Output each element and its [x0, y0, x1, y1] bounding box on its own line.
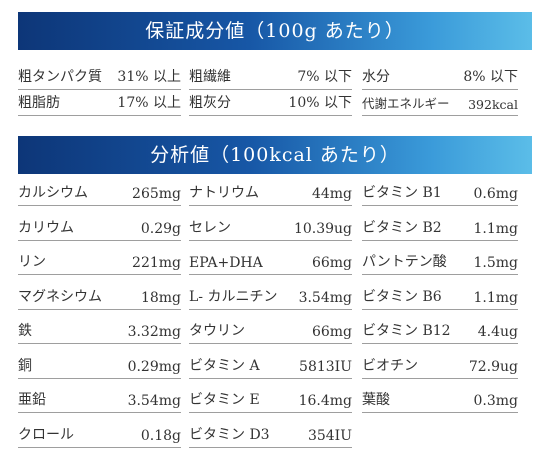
guarantee-cell: 粗タンパク質 31% 以上: [18, 60, 181, 90]
nutrient-label: 粗脂肪: [18, 95, 60, 111]
guarantee-cell: 粗繊維 7% 以下: [189, 60, 352, 90]
nutrient-label: 銅: [18, 357, 32, 374]
nutrient-label: ビタミン B2: [362, 219, 442, 236]
nutrient-label: クロール: [18, 426, 74, 443]
nutrient-label: リン: [18, 254, 46, 270]
nutrient-value: 1.1mg: [473, 220, 518, 237]
nutrient-label: ビタミン B12: [362, 323, 451, 339]
nutrient-value: 0.3mg: [473, 393, 518, 409]
nutrient-label: ビタミン A: [189, 357, 260, 374]
nutrient-label: タウリン: [189, 323, 245, 339]
nutrient-value: 8% 以下: [463, 69, 518, 85]
analysis-cell: セレン 10.39ug: [189, 211, 352, 241]
analysis-cell: ビタミン B1 0.6mg: [362, 176, 518, 206]
analysis-cell: 鉄 3.32mg: [18, 314, 181, 344]
analysis-cell: ビタミン B2 1.1mg: [362, 211, 518, 241]
nutrient-value: 4.4ug: [477, 324, 518, 340]
nutrient-value: 44mg: [311, 186, 352, 202]
analysis-cell: マグネシウム 18mg: [18, 280, 181, 310]
analysis-cell: ビオチン 72.9ug: [362, 349, 518, 379]
nutrient-value: 66mg: [311, 255, 352, 271]
guarantee-header: 保証成分値（100g あたり）: [18, 12, 532, 50]
nutrient-value: 221mg: [132, 255, 181, 271]
nutrient-value: 354IU: [307, 427, 352, 444]
nutrient-label: 代謝エネルギー: [362, 96, 450, 111]
nutrient-value: 1.5mg: [473, 255, 518, 271]
guarantee-cell: 代謝エネルギー 392kcal: [362, 86, 518, 116]
nutrient-value: 7% 以下: [297, 69, 352, 85]
nutrient-label: 亜鉛: [18, 392, 46, 408]
analysis-cell: カルシウム 265mg: [18, 176, 181, 206]
analysis-cell: ビタミン E 16.4mg: [189, 383, 352, 413]
nutrient-label: ビタミン B1: [362, 185, 442, 201]
nutrient-value: 0.6mg: [473, 186, 518, 202]
nutrient-label: ナトリウム: [189, 185, 259, 201]
analysis-cell: 葉酸 0.3mg: [362, 383, 518, 413]
nutrient-label: ビオチン: [362, 357, 418, 374]
nutrient-label: セレン: [189, 219, 231, 236]
guarantee-cell: 粗灰分 10% 以下: [189, 86, 352, 116]
analysis-cell: ビタミン A 5813IU: [189, 349, 352, 379]
nutrient-value: 0.29mg: [127, 358, 181, 375]
nutrient-label: ビタミン B6: [362, 288, 442, 305]
nutrient-value: 392kcal: [468, 97, 518, 112]
nutrient-label: 鉄: [18, 323, 32, 339]
analysis-cell: L- カルニチン 3.54mg: [189, 280, 352, 310]
nutrient-value: 0.18g: [140, 427, 181, 444]
nutrient-value: 17% 以上: [117, 95, 181, 111]
analysis-title: 分析値（100kcal あたり）: [150, 144, 400, 166]
guarantee-cell: 水分 8% 以下: [362, 60, 518, 90]
nutrient-label: EPA+DHA: [189, 255, 263, 271]
nutrient-value: 10.39ug: [293, 220, 352, 237]
nutrient-value: 3.54mg: [127, 393, 181, 409]
nutrient-value: 18mg: [140, 289, 181, 306]
analysis-cell: EPA+DHA 66mg: [189, 245, 352, 275]
analysis-cell: カリウム 0.29g: [18, 211, 181, 241]
nutrient-value: 265mg: [132, 186, 181, 202]
analysis-cell: ビタミン B12 4.4ug: [362, 314, 518, 344]
analysis-header: 分析値（100kcal あたり）: [18, 136, 532, 174]
nutrient-label: ビタミン D3: [189, 426, 270, 443]
nutrient-label: ビタミン E: [189, 392, 260, 408]
nutrient-value: 3.54mg: [298, 289, 352, 306]
nutrient-value: 3.32mg: [127, 324, 181, 340]
nutrient-label: 粗灰分: [189, 95, 231, 111]
nutrient-value: 16.4mg: [298, 393, 352, 409]
analysis-cell: パントテン酸 1.5mg: [362, 245, 518, 275]
nutrient-value: 1.1mg: [473, 289, 518, 306]
nutrient-label: 粗タンパク質: [18, 69, 102, 85]
nutrient-label: 葉酸: [362, 392, 390, 408]
nutrient-label: 粗繊維: [189, 69, 231, 85]
analysis-cell: クロール 0.18g: [18, 418, 181, 448]
nutrient-value: 72.9ug: [468, 358, 518, 375]
nutrient-value: 31% 以上: [117, 69, 181, 85]
nutrient-label: カリウム: [18, 219, 74, 236]
analysis-cell: 亜鉛 3.54mg: [18, 383, 181, 413]
analysis-cell: リン 221mg: [18, 245, 181, 275]
analysis-cell: ナトリウム 44mg: [189, 176, 352, 206]
nutrient-label: カルシウム: [18, 185, 88, 201]
analysis-cell: ビタミン D3 354IU: [189, 418, 352, 448]
nutrient-value: 10% 以下: [288, 95, 352, 111]
nutrient-label: パントテン酸: [362, 254, 447, 270]
analysis-cell: タウリン 66mg: [189, 314, 352, 344]
guarantee-title: 保証成分値（100g あたり）: [145, 20, 405, 42]
analysis-cell: ビタミン B6 1.1mg: [362, 280, 518, 310]
nutrient-label: L- カルニチン: [189, 288, 278, 305]
nutrient-value: 66mg: [311, 324, 352, 340]
nutrient-value: 0.29g: [140, 220, 181, 237]
guarantee-cell: 粗脂肪 17% 以上: [18, 86, 181, 116]
nutrient-value: 5813IU: [299, 358, 352, 375]
analysis-cell: 銅 0.29mg: [18, 349, 181, 379]
nutrient-label: マグネシウム: [18, 288, 102, 305]
nutrient-label: 水分: [362, 69, 390, 85]
